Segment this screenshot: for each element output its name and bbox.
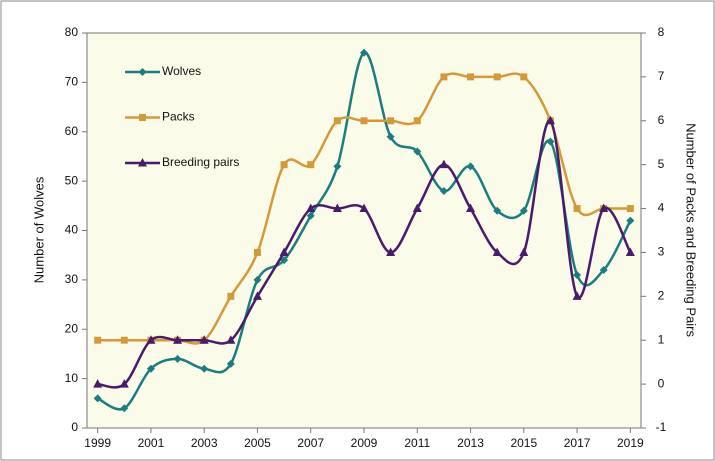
marker-square [573,205,581,213]
marker-diamond [599,266,608,274]
y2-tick-label: 6 [658,113,665,127]
marker-triangle [572,291,582,300]
marker-triangle [359,203,369,213]
marker-square [493,73,501,81]
y-tick-label: 50 [65,173,79,187]
marker-square [227,292,235,300]
x-tick-label: 2005 [244,436,271,450]
marker-triangle [146,335,156,344]
marker-square [440,73,448,81]
y2-tick-label: 0 [658,376,665,390]
marker-triangle [625,247,635,256]
y2-tick-label: 1 [658,332,665,346]
marker-square [253,248,261,256]
marker-diamond [360,48,368,57]
legend-label: Wolves [162,64,201,78]
marker-square [120,336,128,344]
marker-triangle [545,115,555,125]
marker-triangle [519,247,529,256]
marker-triangle [599,203,609,213]
marker-diamond [413,147,422,156]
marker-square [94,336,102,344]
marker-triangle [492,247,502,256]
marker-diamond [626,216,635,225]
y2-tick-label: 3 [658,245,665,259]
marker-square [307,161,315,169]
marker-diamond [120,404,129,413]
marker-square [520,73,528,81]
y2-tick-label: 2 [658,289,665,303]
x-tick-label: 2007 [297,436,324,450]
marker-triangle [412,203,422,213]
marker-diamond [253,275,262,284]
marker-triangle [119,379,129,388]
y-tick-label: 10 [65,371,79,385]
marker-diamond [519,206,528,215]
marker-triangle [138,158,147,167]
marker-square [626,205,634,213]
y2-tick-label: 8 [658,25,665,39]
marker-diamond [200,364,209,373]
y-tick-label: 40 [65,223,79,237]
x-tick-label: 2011 [404,436,430,450]
y2-tick-label: 7 [658,69,665,83]
marker-diamond [493,206,502,215]
marker-diamond [306,211,315,220]
y-tick-label: 60 [65,124,79,138]
marker-square [333,117,341,125]
marker-square [139,114,146,121]
x-tick-label: 2001 [138,436,165,450]
series-line [97,119,632,389]
y2-axis-label: Number of Packs and Breeding Pairs [684,123,699,337]
x-tick-label: 2015 [510,436,537,450]
y-tick-label: 80 [65,25,79,39]
marker-triangle [439,159,449,169]
marker-triangle [332,203,342,213]
marker-diamond [439,187,448,195]
x-tick-label: 2009 [351,436,378,450]
marker-triangle [226,335,236,344]
marker-triangle [93,379,103,388]
x-tick-label: 1999 [84,436,111,450]
marker-triangle [306,203,316,213]
marker-diamond [173,354,182,363]
marker-triangle [386,247,396,256]
marker-square [360,117,368,125]
marker-square [387,117,395,125]
y-tick-label: 0 [71,420,78,434]
x-tick-label: 2003 [191,436,218,450]
marker-diamond [386,132,395,141]
x-tick-label: 2017 [564,436,591,450]
marker-diamond [573,270,582,279]
x-tick-label: 2019 [617,436,644,450]
marker-triangle [466,203,476,213]
legend-label: Packs [162,110,195,124]
marker-triangle [252,291,262,300]
plot-area [86,32,642,429]
marker-triangle [173,335,183,344]
y2-tick-label: 5 [658,157,665,171]
marker-square [280,161,288,169]
marker-diamond [226,359,235,368]
y2-tick-label: -1 [656,420,667,434]
marker-triangle [199,335,209,344]
marker-diamond [466,162,475,171]
marker-diamond [138,68,147,76]
x-tick-label: 2013 [457,436,484,450]
legend-label: Breeding pairs [162,155,239,169]
marker-square [467,73,475,81]
marker-diamond [333,162,342,171]
y-tick-label: 20 [65,321,79,335]
y-axis-label: Number of Wolves [31,176,46,283]
y2-tick-label: 4 [658,201,665,215]
marker-diamond [93,394,102,403]
marker-diamond [146,364,155,373]
marker-diamond [546,137,555,146]
y-tick-label: 30 [65,272,79,286]
marker-triangle [279,247,289,256]
y-tick-label: 70 [65,75,79,89]
marker-square [413,117,421,125]
